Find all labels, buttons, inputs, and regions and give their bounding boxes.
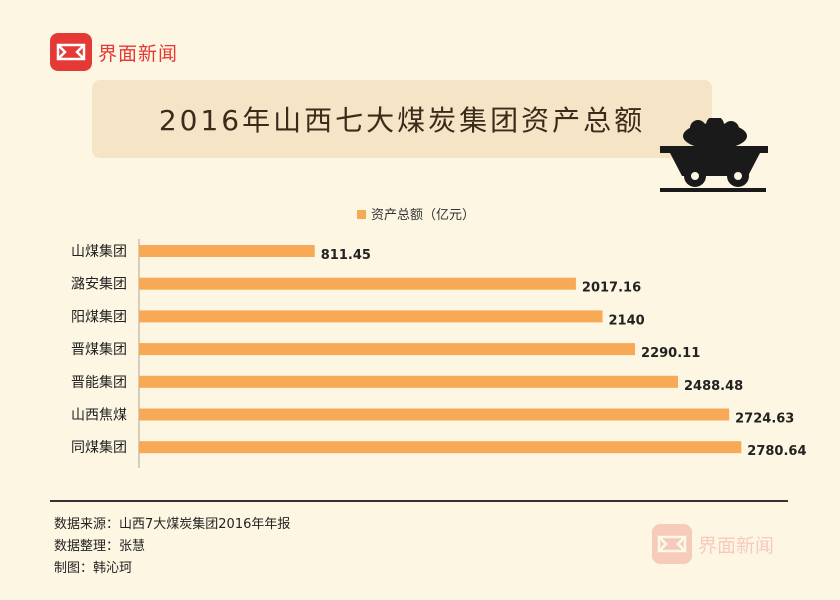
data-label: 2488.48 xyxy=(684,379,743,394)
category-label: 阳煤集团 xyxy=(71,308,127,325)
brand-logo: 界面新闻 xyxy=(50,33,178,71)
watermark-text: 界面新闻 xyxy=(698,534,775,557)
category-label: 晋煤集团 xyxy=(71,341,127,358)
bar xyxy=(139,277,576,290)
bar xyxy=(139,408,730,421)
data-label: 2140 xyxy=(609,313,645,328)
category-label: 潞安集团 xyxy=(71,276,127,293)
bar-chart: 资产总额（亿元） 山煤集团 811.45 潞安集团 2017.16 阳煤集团 2140 晋煤集… xyxy=(71,208,807,468)
bar xyxy=(139,343,636,356)
data-label: 2290.11 xyxy=(641,346,700,361)
title-banner: 2016年山西七大煤炭集团资产总额 xyxy=(92,80,712,158)
bar xyxy=(139,245,315,257)
coal-cart-icon xyxy=(660,118,768,192)
data-label: 2017.16 xyxy=(582,281,641,296)
bar xyxy=(139,441,742,454)
category-label: 山煤集团 xyxy=(71,243,127,260)
footer-source: 数据来源：山西7大煤炭集团2016年年报 xyxy=(54,517,291,532)
brand-watermark: 界面新闻 xyxy=(652,524,774,564)
jiemian-logo-icon xyxy=(652,524,692,564)
data-label: 2724.63 xyxy=(735,412,794,427)
data-label: 2780.64 xyxy=(747,444,806,459)
jiemian-logo-icon xyxy=(50,33,92,71)
footer-editor: 数据整理：张慧 xyxy=(54,539,146,554)
legend-label: 资产总额（亿元） xyxy=(371,208,475,223)
footer-divider xyxy=(50,500,788,502)
category-label: 晋能集团 xyxy=(71,374,127,391)
chart-title: 2016年山西七大煤炭集团资产总额 xyxy=(158,104,646,137)
category-label: 山西焦煤 xyxy=(71,408,127,424)
data-label: 811.45 xyxy=(321,248,371,263)
bar xyxy=(139,310,603,323)
bar xyxy=(139,375,679,388)
brand-name: 界面新闻 xyxy=(98,42,179,65)
footer-designer: 制图：韩沁珂 xyxy=(54,561,133,576)
category-label: 同煤集团 xyxy=(71,439,127,456)
legend-swatch xyxy=(357,210,366,219)
